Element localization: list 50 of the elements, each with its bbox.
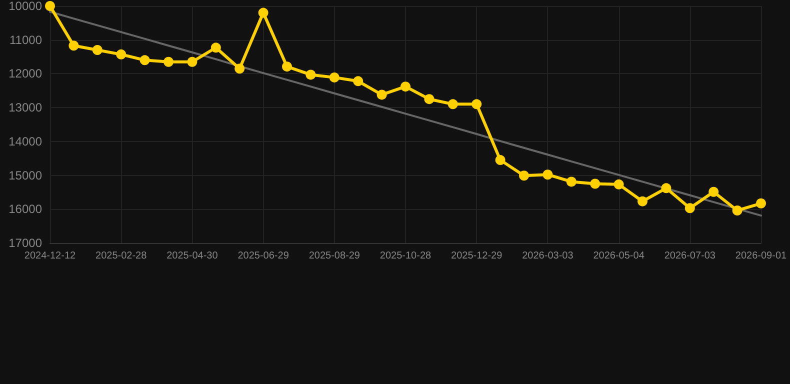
- x-tick-label: 2025-12-29: [451, 250, 503, 262]
- y-tick-label: 11000: [10, 32, 42, 47]
- point: [424, 94, 434, 104]
- y-tick-label: 13000: [8, 100, 42, 115]
- x-tick-label: 2025-04-30: [166, 250, 218, 262]
- x-tick-label: 2026-09-01: [735, 250, 788, 262]
- y-tick-label: 16000: [8, 202, 42, 216]
- point: [495, 155, 506, 166]
- x-tick-label: 2025-06-29: [238, 250, 290, 262]
- point: [756, 198, 766, 208]
- point: [684, 203, 695, 214]
- point: [732, 206, 742, 216]
- x-tick-label: 2025-10-28: [380, 250, 432, 262]
- point: [282, 62, 292, 72]
- point: [92, 45, 102, 56]
- point: [566, 176, 576, 187]
- point: [329, 72, 340, 82]
- y-tick-label: 10000: [8, 0, 42, 13]
- point: [590, 178, 600, 189]
- point: [68, 40, 79, 51]
- point: [519, 170, 529, 181]
- y-tick-label: 15000: [8, 168, 42, 182]
- point: [258, 8, 268, 18]
- point: [306, 70, 316, 80]
- y-tick-label: 12000: [8, 66, 42, 81]
- point: [116, 49, 126, 60]
- y-tick-label: 17000: [8, 236, 42, 250]
- point: [376, 90, 387, 100]
- point: [234, 64, 245, 74]
- point: [353, 76, 364, 86]
- point: [448, 99, 458, 110]
- point: [400, 82, 410, 92]
- point: [708, 186, 719, 197]
- point: [661, 183, 672, 194]
- point: [45, 1, 55, 11]
- point: [638, 196, 648, 206]
- point: [164, 56, 174, 67]
- x-tick-label: 2026-03-03: [522, 250, 574, 262]
- point: [187, 56, 198, 67]
- x-tick-label: 2025-08-29: [308, 250, 360, 262]
- point: [140, 55, 150, 66]
- point: [542, 170, 553, 180]
- point: [210, 42, 221, 53]
- x-tick-label: 2024-12-12: [24, 250, 76, 262]
- y-tick-label: 14000: [8, 134, 42, 148]
- point: [614, 179, 624, 190]
- point: [472, 99, 482, 110]
- x-tick-label: 2026-07-03: [664, 250, 716, 262]
- x-tick-label: 2025-02-28: [96, 250, 148, 262]
- x-tick-label: 2026-05-04: [593, 250, 645, 262]
